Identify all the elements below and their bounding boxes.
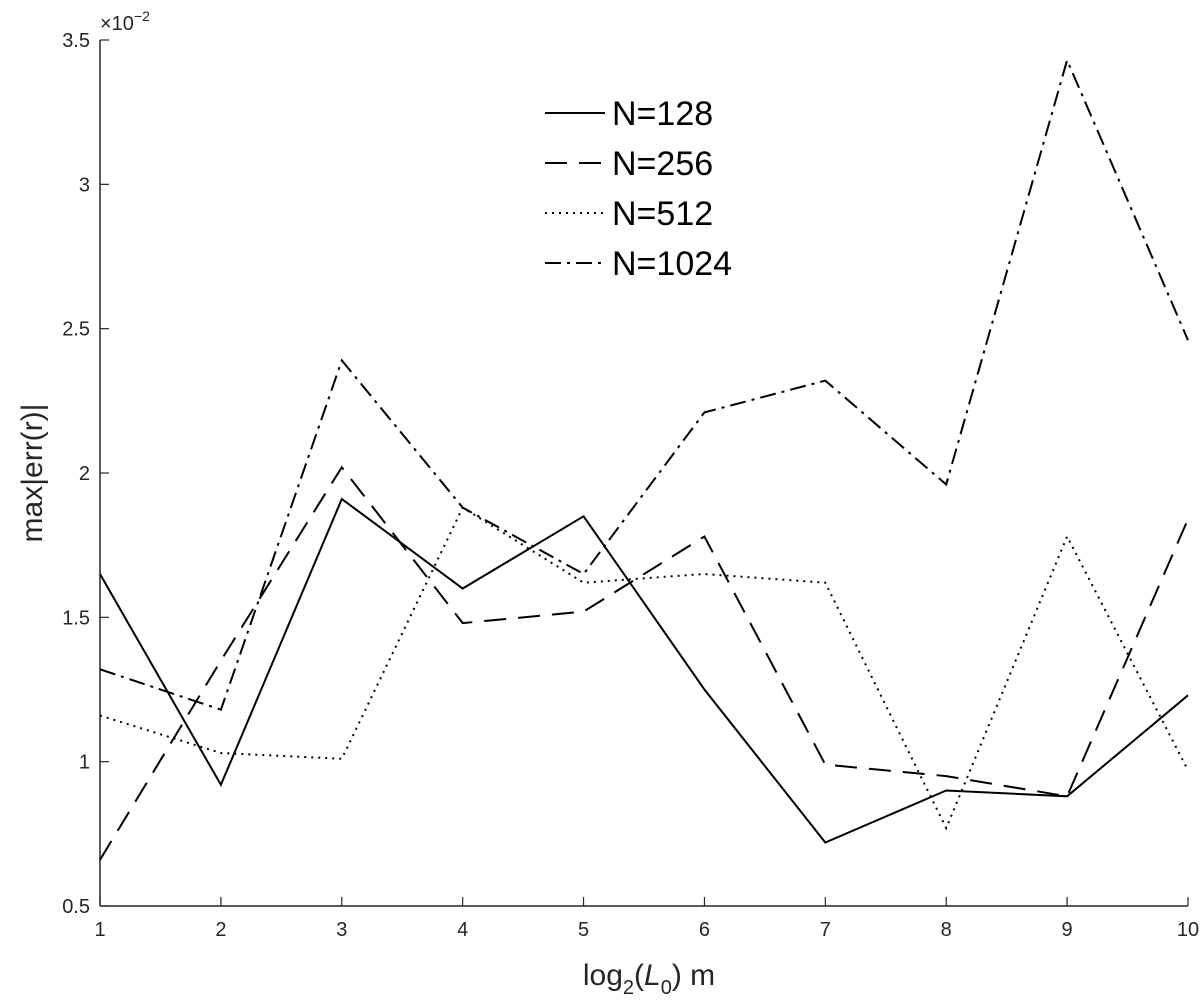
x-tick-label: 4 — [457, 919, 468, 941]
legend-label: N=256 — [612, 145, 713, 183]
y-tick-label: 2.5 — [62, 319, 90, 341]
y-tick-label: 3 — [79, 174, 90, 196]
y-axis-label: max|err(r)| — [16, 404, 49, 543]
y-tick-label: 3.5 — [62, 30, 90, 52]
y-tick-label: 1.5 — [62, 607, 90, 629]
series-line-n-512 — [99, 506, 1189, 831]
series-line-n-128 — [99, 497, 1189, 844]
legend-label: N=512 — [612, 195, 713, 233]
y-axis-exponent: ×10−2 — [100, 8, 150, 35]
x-tick-label: 10 — [1177, 919, 1199, 941]
x-axis-label: log2(L0) m — [583, 959, 715, 999]
legend-label: N=1024 — [612, 245, 732, 283]
ticks: 1 2 3 4 5 6 7 8 9 100.511.522.533.5 — [62, 30, 1199, 941]
x-tick-label: 8 — [941, 919, 952, 941]
series-line-n-256 — [99, 465, 1189, 861]
y-tick-label: 0.5 — [62, 896, 90, 918]
legend-label: N=128 — [612, 95, 713, 133]
x-tick-label: 5 — [578, 919, 589, 941]
x-tick-label: 9 — [1062, 919, 1073, 941]
legend: N=128 N=256 N=512 N=1024 — [545, 95, 732, 283]
x-tick-label: 7 — [820, 919, 831, 941]
x-tick-label: 3 — [336, 919, 347, 941]
series-lines — [99, 57, 1189, 861]
x-tick-label: 2 — [215, 919, 226, 941]
x-tick-label: 6 — [699, 919, 710, 941]
series-line-n-1024 — [99, 57, 1189, 711]
y-tick-label: 1 — [79, 752, 90, 774]
x-tick-label: 1 — [94, 919, 105, 941]
y-tick-label: 2 — [79, 463, 90, 485]
